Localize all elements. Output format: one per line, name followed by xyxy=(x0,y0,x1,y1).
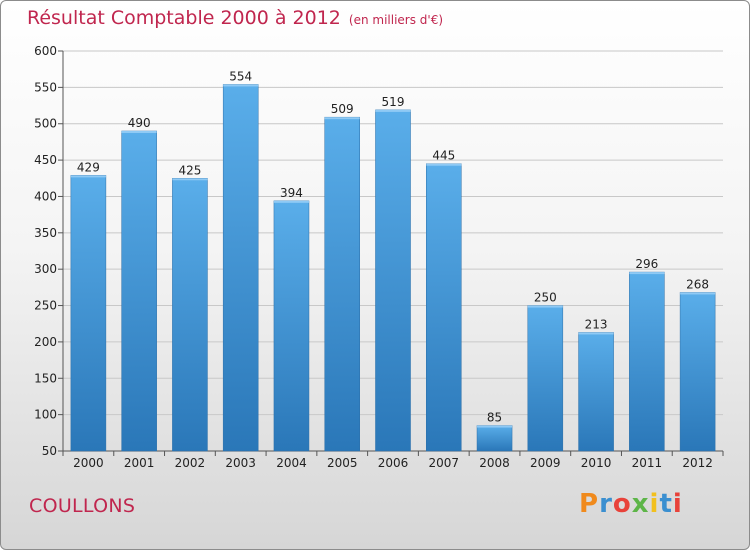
bar-highlight-2005 xyxy=(324,117,360,120)
x-tick-label-2008: 2008 xyxy=(479,456,510,470)
value-label-2012: 268 xyxy=(686,277,709,291)
y-tick-label: 150 xyxy=(34,371,57,385)
value-label-2003: 554 xyxy=(229,69,252,83)
value-label-2002: 425 xyxy=(178,163,201,177)
y-tick-label: 550 xyxy=(34,80,57,94)
x-tick-label-2003: 2003 xyxy=(225,456,256,470)
bar-2009 xyxy=(527,305,564,452)
y-tick-label: 200 xyxy=(34,335,57,349)
logo-letter: x xyxy=(631,489,650,519)
bar-2000 xyxy=(70,175,107,452)
logo-letter: o xyxy=(612,489,632,519)
bar-highlight-2010 xyxy=(578,332,614,335)
y-tick-label: 400 xyxy=(34,189,57,203)
y-tick-label: 450 xyxy=(34,153,57,167)
value-label-2009: 250 xyxy=(534,291,557,305)
x-tick-label-2000: 2000 xyxy=(73,456,104,470)
bar-2002 xyxy=(172,178,208,452)
x-tick-label-2006: 2006 xyxy=(378,456,409,470)
bar-highlight-2000 xyxy=(70,175,106,178)
value-label-2006: 519 xyxy=(382,95,405,109)
bar-2010 xyxy=(578,332,614,452)
bar-2008 xyxy=(476,425,513,452)
bar-2005 xyxy=(324,116,360,452)
value-label-2007: 445 xyxy=(432,149,455,163)
value-label-2004: 394 xyxy=(280,186,303,200)
bar-highlight-2003 xyxy=(223,84,259,87)
bar-highlight-2006 xyxy=(375,109,411,112)
y-tick-label: 600 xyxy=(34,44,57,58)
bar-highlight-2004 xyxy=(273,200,309,203)
bar-2006 xyxy=(375,109,411,452)
bar-highlight-2012 xyxy=(680,292,716,295)
logo-letter: r xyxy=(599,489,613,519)
x-tick-label-2007: 2007 xyxy=(428,456,459,470)
proxiti-logo: Proxiti xyxy=(579,489,683,519)
bar-highlight-2001 xyxy=(121,131,157,133)
logo-letter: i xyxy=(672,489,683,519)
bar-highlight-2002 xyxy=(172,178,208,181)
y-tick-label: 250 xyxy=(34,299,57,313)
bar-2001 xyxy=(121,130,157,452)
x-tick-label-2002: 2002 xyxy=(175,456,206,470)
chart-subtitle: (en milliers d'€) xyxy=(348,13,444,27)
x-tick-label-2011: 2011 xyxy=(632,456,663,470)
y-tick-label: 350 xyxy=(34,226,57,240)
bar-2011 xyxy=(629,271,665,452)
bar-highlight-2009 xyxy=(527,305,563,308)
value-label-2008: 85 xyxy=(487,411,502,425)
x-tick-label-2004: 2004 xyxy=(276,456,307,470)
x-tick-label-2005: 2005 xyxy=(327,456,358,470)
bar-highlight-2011 xyxy=(629,272,665,275)
value-label-2000: 429 xyxy=(77,160,100,174)
bars xyxy=(70,84,716,452)
logo-letter: t xyxy=(659,489,673,519)
value-label-2011: 296 xyxy=(635,257,658,271)
bar-highlight-2008 xyxy=(477,425,513,428)
value-label-2001: 490 xyxy=(128,116,151,130)
bar-2003 xyxy=(222,84,259,452)
x-tick-label-2001: 2001 xyxy=(124,456,155,470)
value-label-2010: 213 xyxy=(585,317,608,331)
commune-name: COULLONS xyxy=(29,495,136,517)
bar-highlight-2007 xyxy=(426,163,462,166)
y-tick-label: 50 xyxy=(42,444,57,458)
y-tick-label: 500 xyxy=(34,117,57,131)
y-tick-label: 300 xyxy=(34,262,57,276)
labels: 50 100 150 200 250 300 350 400 450 500 550 600 429 20… xyxy=(34,44,713,470)
bar-2007 xyxy=(426,163,462,452)
logo-letter: P xyxy=(579,489,600,519)
chart-title-block: Résultat Comptable 2000 à 2012 (en millie… xyxy=(27,7,443,29)
value-label-2005: 509 xyxy=(331,102,354,116)
chart-title: Résultat Comptable 2000 à 2012 xyxy=(27,7,341,29)
x-tick-label-2009: 2009 xyxy=(530,456,561,470)
x-tick-label-2012: 2012 xyxy=(682,456,713,470)
bar-2012 xyxy=(679,292,716,452)
y-tick-label: 100 xyxy=(34,408,57,422)
x-tick-label-2010: 2010 xyxy=(581,456,612,470)
logo-letter: i xyxy=(649,489,660,519)
bar-2004 xyxy=(273,200,310,452)
